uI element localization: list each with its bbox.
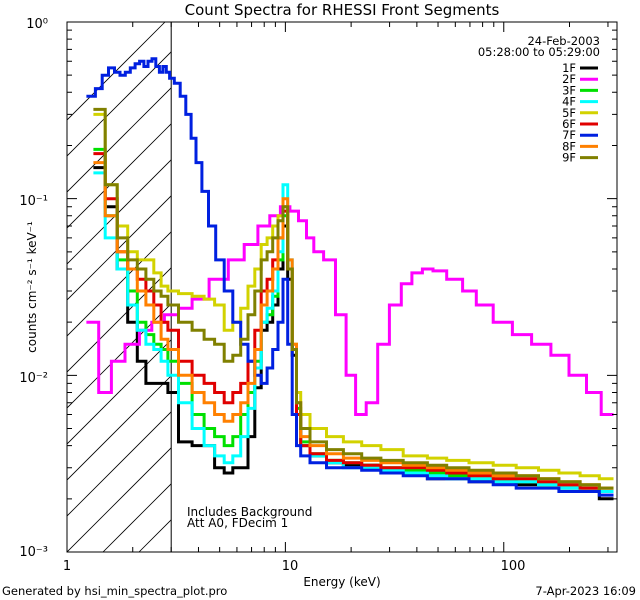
tick-marks — [66, 21, 617, 553]
x-axis-label: Energy (keV) — [303, 575, 380, 589]
legend-label-5F: 5F — [562, 106, 576, 120]
legend-label-8F: 8F — [562, 139, 576, 153]
attenuator-hatch-region — [67, 22, 172, 552]
y-axis-label: counts cm⁻² s⁻¹ keV⁻¹ — [25, 221, 39, 353]
axis-ticks — [66, 21, 617, 553]
y-tick-label-0.1: 10⁻¹ — [19, 194, 48, 209]
x-tick-label-10: 10 — [282, 559, 299, 574]
legend-label-9F: 9F — [562, 151, 576, 165]
series-line-7F — [86, 57, 614, 497]
series-line-6F — [93, 152, 614, 490]
y-tick-label-0.01: 10⁻² — [19, 371, 48, 386]
series-line-9F — [93, 107, 614, 490]
time-range-label: 05:28:00 to 05:29:00 — [478, 45, 600, 59]
plot-frame — [66, 21, 618, 553]
series-line-8F — [93, 161, 614, 490]
legend-label-4F: 4F — [562, 95, 576, 109]
legend-label-2F: 2F — [562, 72, 576, 86]
x-tick-label-100: 100 — [501, 559, 526, 574]
footer-timestamp: 7-Apr-2023 16:09 — [535, 584, 636, 598]
legend-label-7F: 7F — [562, 128, 576, 142]
date-label: 24-Feb-2003 — [527, 34, 600, 48]
series-line-4F — [93, 171, 614, 493]
series-layer — [86, 57, 614, 501]
legend-label-3F: 3F — [562, 83, 576, 97]
legend-label-6F: 6F — [562, 117, 576, 131]
annotation-attenuator: Att A0, FDecim 1 — [187, 516, 288, 530]
footer-generated-by: Generated by hsi_min_spectra_plot.pro — [2, 584, 227, 598]
x-tick-label-1: 1 — [63, 559, 71, 574]
chart-title: Count Spectra for RHESSI Front Segments — [185, 1, 500, 19]
y-tick-label-1: 10⁰ — [26, 17, 48, 32]
series-line-5F — [93, 112, 614, 481]
y-tick-label-0.001: 10⁻³ — [19, 545, 48, 560]
annotation-background: Includes Background — [187, 505, 312, 519]
legend-label-1F: 1F — [562, 61, 576, 75]
